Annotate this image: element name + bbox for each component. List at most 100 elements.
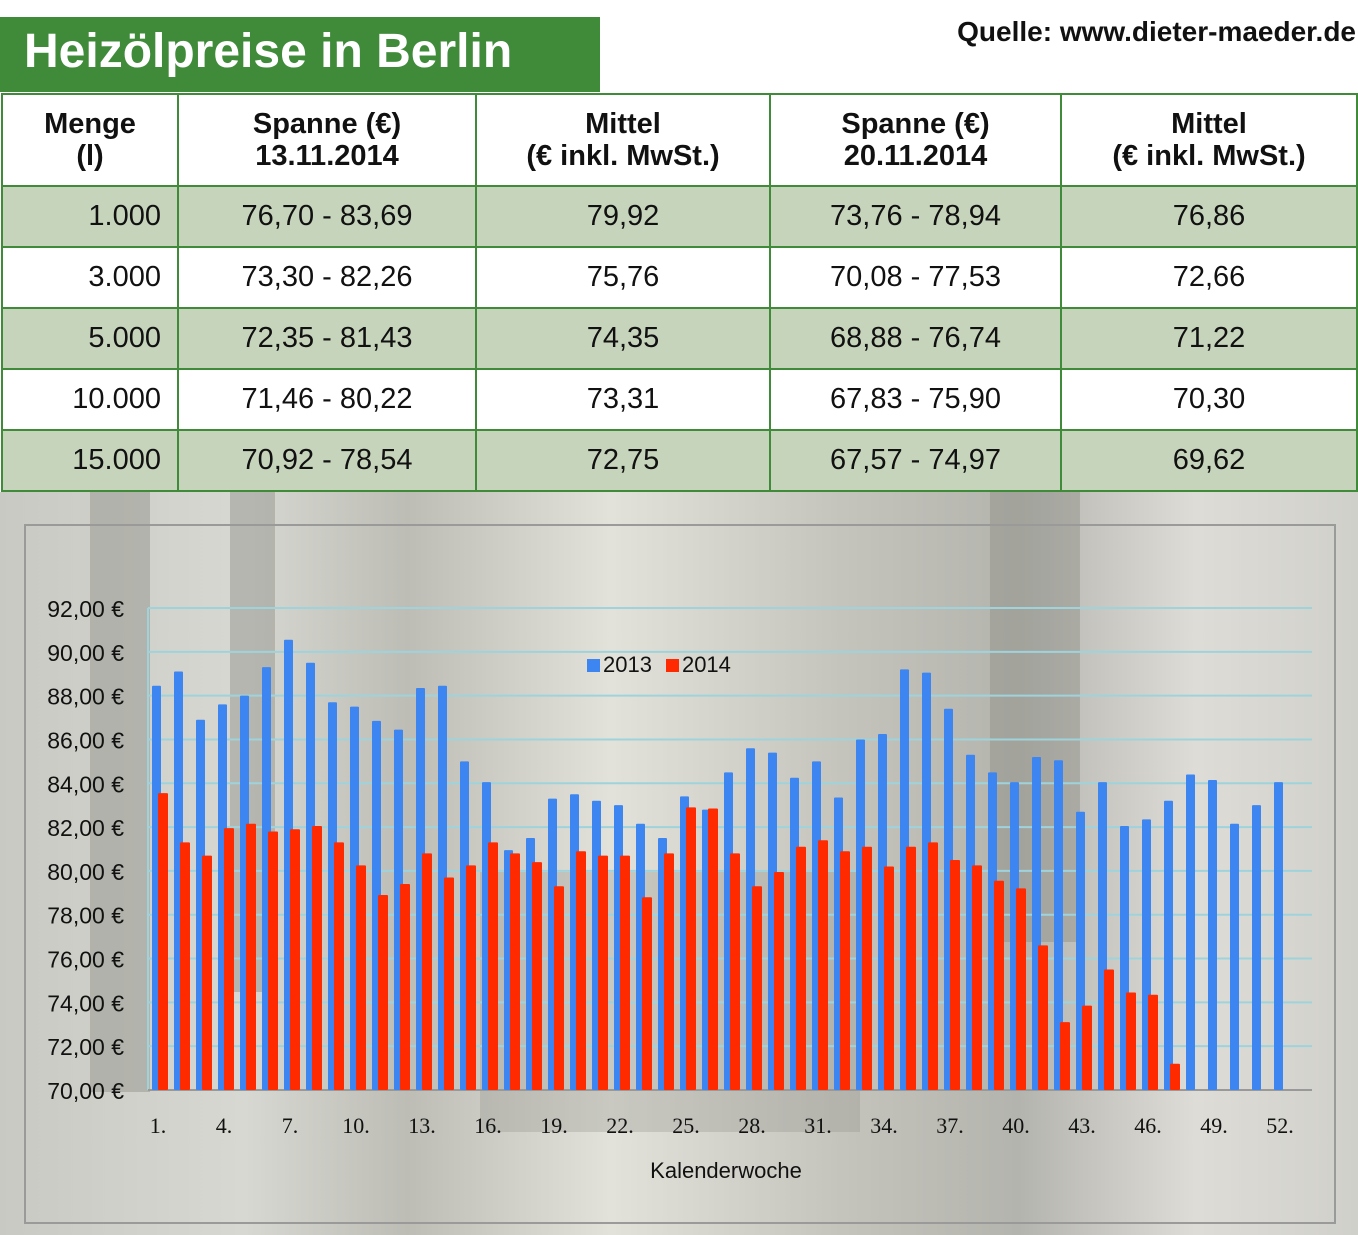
bar-2014-week-7	[290, 829, 300, 1090]
bar-2014-week-20	[576, 851, 586, 1090]
table-cell: 72,35 - 81,43	[177, 307, 477, 370]
table-header-row: Menge (l) Spanne (€) 13.11.2014 Mittel (€ i…	[1, 93, 1358, 187]
column-header: Menge (l)	[1, 93, 179, 187]
x-tick-label: 22.	[606, 1113, 634, 1138]
x-tick-label: 49.	[1200, 1113, 1228, 1138]
bar-2014-week-27	[730, 853, 740, 1090]
x-tick-label: 28.	[738, 1113, 766, 1138]
table-cell: 10.000	[1, 368, 179, 431]
table-cell: 75,76	[475, 246, 771, 309]
bar-2014-week-44	[1104, 969, 1114, 1090]
bar-2013-week-47	[1164, 800, 1173, 1090]
price-table: Menge (l) Spanne (€) 13.11.2014 Mittel (€ i…	[1, 93, 1358, 492]
x-tick-label: 52.	[1266, 1113, 1294, 1138]
bar-2014-week-17	[510, 853, 520, 1090]
bar-2014-week-40	[1016, 888, 1026, 1090]
x-tick-label: 34.	[870, 1113, 898, 1138]
table-row: 1.000 76,70 - 83,69 79,92 73,76 - 78,94 76,8…	[1, 185, 1358, 248]
bar-2013-week-42	[1054, 760, 1063, 1090]
table-row: 5.000 72,35 - 81,43 74,35 68,88 - 76,74 71,2…	[1, 307, 1358, 370]
table-cell: 73,76 - 78,94	[769, 185, 1062, 248]
bar-2014-week-26	[708, 808, 718, 1090]
x-tick-label: 10.	[342, 1113, 370, 1138]
y-tick-label: 72,00 €	[47, 1034, 124, 1060]
legend: 2013 2014	[587, 652, 731, 678]
chart-frame	[24, 524, 1336, 1224]
table-cell: 70,08 - 77,53	[769, 246, 1062, 309]
table-row: 10.000 71,46 - 80,22 73,31 67,83 - 75,90 70,…	[1, 368, 1358, 431]
column-header: Spanne (€) 20.11.2014	[769, 93, 1062, 187]
table-cell: 74,35	[475, 307, 771, 370]
bar-2014-week-29	[774, 872, 784, 1090]
bar-2014-week-13	[422, 853, 432, 1090]
bar-2014-week-14	[444, 877, 454, 1090]
bar-2014-week-33	[862, 846, 872, 1090]
x-tick-label: 40.	[1002, 1113, 1030, 1138]
bar-2014-week-31	[818, 840, 828, 1090]
bar-2014-week-5	[246, 823, 256, 1090]
y-tick-label: 84,00 €	[47, 771, 124, 797]
chart-area: 70,00 € 72,00 € 74,00 € 76,00 € 78,00 € 80,00…	[0, 492, 1358, 1235]
bar-chart: 70,00 € 72,00 € 74,00 € 76,00 € 78,00 € 80,00…	[47, 596, 1312, 1183]
table-cell: 70,30	[1060, 368, 1358, 431]
x-tick-label: 31.	[804, 1113, 832, 1138]
bar-2014-week-12	[400, 884, 410, 1090]
bar-2014-week-10	[356, 865, 366, 1090]
source-label: Quelle: www.dieter-maeder.de	[957, 16, 1356, 47]
table-cell: 76,86	[1060, 185, 1358, 248]
bar-2014-week-42	[1060, 1022, 1070, 1090]
bar-2014-week-4	[224, 828, 234, 1090]
x-tick-label: 4.	[216, 1113, 233, 1138]
bar-2014-week-15	[466, 865, 476, 1090]
bar-2014-week-21	[598, 855, 608, 1090]
bar-2014-week-30	[796, 846, 806, 1090]
y-tick-label: 76,00 €	[47, 947, 124, 973]
table-cell: 72,66	[1060, 246, 1358, 309]
x-tick-label: 25.	[672, 1113, 700, 1138]
bar-2014-week-19	[554, 886, 564, 1090]
bar-2014-week-38	[972, 865, 982, 1090]
legend-item-2014: 2014	[665, 652, 731, 678]
table-cell: 15.000	[1, 429, 179, 492]
bar-2014-week-23	[642, 897, 652, 1090]
bar-2014-week-25	[686, 807, 696, 1090]
table-cell: 72,75	[475, 429, 771, 492]
table-cell: 73,30 - 82,26	[177, 246, 477, 309]
table-row: 3.000 73,30 - 82,26 75,76 70,08 - 77,53 72,6…	[1, 246, 1358, 309]
x-tick-label: 37.	[936, 1113, 964, 1138]
y-tick-label: 88,00 €	[47, 684, 124, 710]
column-header: Spanne (€) 13.11.2014	[177, 93, 477, 187]
table-cell: 71,22	[1060, 307, 1358, 370]
bar-2013-week-51	[1252, 805, 1261, 1090]
table-cell: 79,92	[475, 185, 771, 248]
table-cell: 3.000	[1, 246, 179, 309]
x-tick-label: 19.	[540, 1113, 568, 1138]
bar-2014-week-41	[1038, 945, 1048, 1090]
table-cell: 68,88 - 76,74	[769, 307, 1062, 370]
bar-2014-week-22	[620, 855, 630, 1090]
column-header: Mittel (€ inkl. MwSt.)	[1060, 93, 1358, 187]
bar-2013-week-50	[1230, 823, 1239, 1090]
legend-item-2013: 2013	[587, 652, 652, 678]
bar-2014-week-24	[664, 853, 674, 1090]
bar-2014-week-35	[906, 846, 916, 1090]
bar-2014-week-16	[488, 842, 498, 1090]
y-tick-label: 74,00 €	[47, 990, 124, 1016]
bar-2014-week-8	[312, 825, 322, 1090]
table-cell: 76,70 - 83,69	[177, 185, 477, 248]
page-title: Heizölpreise in Berlin	[0, 17, 600, 92]
x-tick-label: 46.	[1134, 1113, 1162, 1138]
table-cell: 67,83 - 75,90	[769, 368, 1062, 431]
table-cell: 5.000	[1, 307, 179, 370]
x-axis-title: Kalenderwoche	[650, 1158, 802, 1183]
bar-2014-week-32	[840, 851, 850, 1090]
x-tick-label: 7.	[282, 1113, 299, 1138]
bar-2014-week-1	[158, 793, 168, 1090]
bar-2014-week-36	[928, 842, 938, 1090]
table-cell: 71,46 - 80,22	[177, 368, 477, 431]
table-row: 15.000 70,92 - 78,54 72,75 67,57 - 74,97 69,…	[1, 429, 1358, 492]
bar-2014-week-46	[1148, 994, 1158, 1090]
y-tick-label: 70,00 €	[47, 1078, 124, 1104]
bar-2014-week-37	[950, 859, 960, 1090]
bar-2014-week-6	[268, 831, 278, 1090]
